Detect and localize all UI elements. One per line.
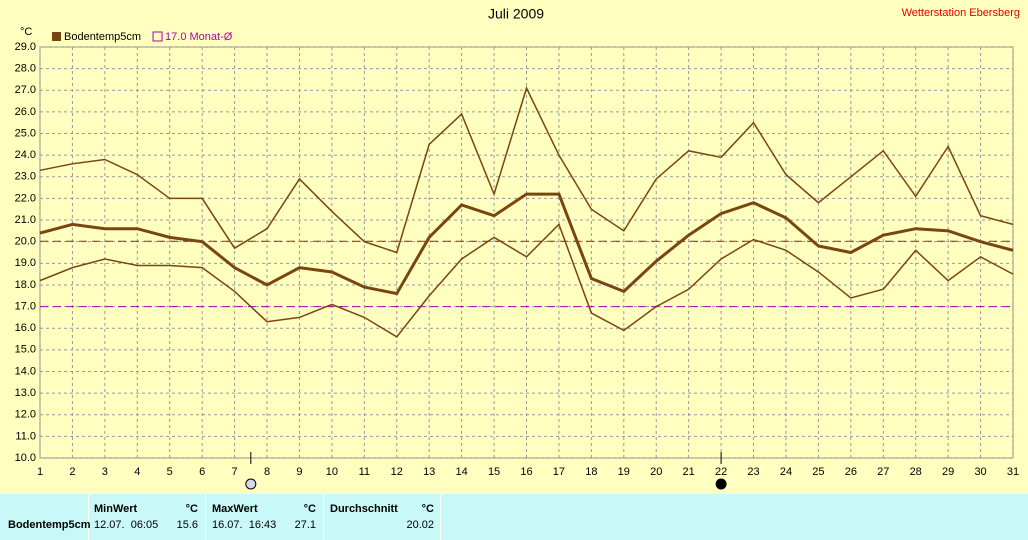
x-tick-label: 14 (456, 466, 468, 478)
x-tick-label: 31 (1007, 466, 1019, 478)
y-tick-label: 24.0 (15, 149, 36, 161)
legend-label: Bodentemp5cm (64, 31, 141, 43)
x-tick-label: 7 (232, 466, 238, 478)
x-tick-label: 19 (618, 466, 630, 478)
x-tick-label: 11 (359, 466, 370, 478)
legend-swatch (52, 32, 61, 41)
x-tick-label: 29 (942, 466, 954, 478)
separator (440, 494, 441, 540)
header-cell: °C (185, 503, 198, 515)
y-tick-label: 29.0 (15, 41, 36, 53)
x-tick-label: 27 (877, 466, 889, 478)
y-tick-label: 25.0 (15, 127, 36, 139)
cell: 20.02 (406, 519, 434, 531)
y-tick-label: 15.0 (15, 344, 36, 356)
x-tick-label: 30 (974, 466, 986, 478)
x-tick-label: 4 (134, 466, 140, 478)
y-axis-label: °C (20, 26, 32, 38)
x-tick-label: 1 (37, 466, 43, 478)
legend-label: 17.0 Monat-Ø (165, 31, 233, 43)
x-tick-label: 28 (910, 466, 922, 478)
x-tick-label: 22 (715, 466, 727, 478)
header-cell: °C (303, 503, 316, 515)
x-tick-label: 21 (683, 466, 695, 478)
moon-phase (245, 478, 257, 490)
y-tick-label: 20.0 (15, 236, 36, 248)
separator (205, 494, 206, 540)
x-tick-label: 10 (326, 466, 338, 478)
header-cell: Durchschnitt (330, 503, 398, 515)
header-cell: °C (421, 503, 434, 515)
y-tick-label: 17.0 (15, 300, 36, 312)
x-tick-label: 12 (391, 466, 403, 478)
x-tick-label: 20 (650, 466, 662, 478)
row-label: Bodentemp5cm (8, 519, 91, 531)
x-tick-label: 5 (167, 466, 173, 478)
y-tick-label: 13.0 (15, 387, 36, 399)
y-tick-label: 28.0 (15, 63, 36, 75)
y-tick-label: 27.0 (15, 84, 36, 96)
summary-table: MinWert °C MaxWert °C Durchschnitt °C Bo… (0, 494, 1028, 540)
x-tick-label: 26 (845, 466, 857, 478)
cell: 15.6 (176, 519, 198, 531)
y-tick-label: 26.0 (15, 106, 36, 118)
separator (88, 494, 89, 540)
y-tick-label: 11.0 (15, 430, 36, 442)
x-tick-label: 13 (423, 466, 435, 478)
x-tick-label: 6 (199, 466, 205, 478)
y-tick-label: 12.0 (15, 409, 36, 421)
x-tick-label: 25 (812, 466, 824, 478)
moon-phase (715, 478, 727, 490)
x-tick-label: 9 (296, 466, 302, 478)
header-cell: MinWert (94, 503, 138, 515)
x-tick-label: 15 (488, 466, 500, 478)
y-tick-label: 21.0 (15, 214, 36, 226)
y-tick-label: 23.0 (15, 171, 36, 183)
separator (323, 494, 324, 540)
x-tick-label: 3 (102, 466, 108, 478)
cell: 12.07. 06:05 (94, 519, 159, 531)
chart-title: Juli 2009 (488, 6, 544, 22)
data-line (39, 86, 1014, 254)
x-tick-label: 23 (747, 466, 759, 478)
data-line (39, 192, 1014, 296)
station-name: Wetterstation Ebersberg (902, 7, 1020, 19)
y-tick-label: 18.0 (15, 279, 36, 291)
x-tick-label: 2 (69, 466, 75, 478)
chart: Juli 2009 Wetterstation Ebersberg °C 10.… (15, 6, 1020, 490)
legend-swatch (152, 31, 163, 42)
y-tick-label: 14.0 (15, 365, 36, 377)
cell: 16.07. 16:43 (212, 519, 277, 531)
data-line (39, 223, 1014, 338)
x-tick-label: 8 (264, 466, 270, 478)
x-tick-label: 24 (780, 466, 792, 478)
cell: 27.1 (294, 519, 316, 531)
x-tick-label: 17 (553, 466, 565, 478)
y-tick-label: 16.0 (15, 322, 36, 334)
y-tick-label: 19.0 (15, 257, 36, 269)
x-tick-label: 18 (585, 466, 597, 478)
header-cell: MaxWert (212, 503, 258, 515)
x-tick-label: 16 (520, 466, 532, 478)
y-tick-label: 10.0 (15, 452, 36, 464)
y-tick-label: 22.0 (15, 192, 36, 204)
